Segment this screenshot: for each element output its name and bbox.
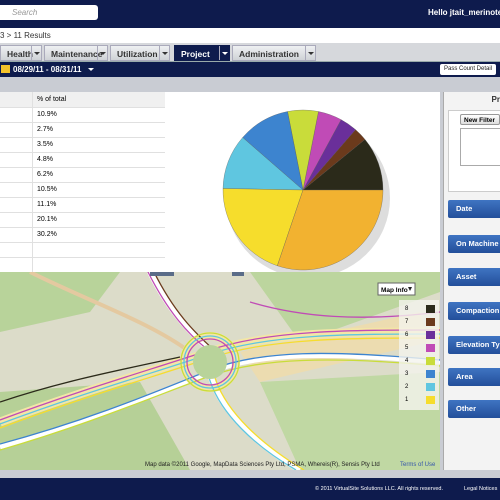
map-handle[interactable] [232, 272, 244, 276]
legend-label: 5 [405, 345, 409, 351]
new-filter-button[interactable]: New Filter [460, 114, 500, 125]
tab[interactable]: Project [174, 45, 230, 61]
pct-cell [32, 257, 37, 272]
legal-link[interactable]: Legal Notices [464, 486, 498, 492]
table-row: 10.9% [0, 107, 165, 123]
table-row: 11.1% [0, 197, 165, 213]
map-terms[interactable]: Terms of Use [400, 462, 436, 468]
data-table: % of total 10.9% 2.7% 3.5% 4.8% 6.2% 10.5% 11.1… [0, 92, 166, 273]
table-row: 6.2% [0, 167, 165, 183]
filter-section[interactable]: Area [448, 368, 500, 386]
tab[interactable]: Health [0, 45, 42, 61]
legend-label: 8 [405, 306, 409, 312]
pass-count-button[interactable]: Pass Count Detail [440, 64, 496, 75]
map: Map Info 8 7 6 5 4 3 2 1 Map data ©2011 Google,… [0, 272, 440, 470]
filter-section[interactable]: Asset [448, 268, 500, 286]
search-box[interactable]: Search [0, 5, 98, 20]
map-handle[interactable] [150, 272, 174, 276]
legend-label: 6 [405, 332, 409, 338]
pie-wedges [222, 109, 384, 271]
park [260, 372, 440, 470]
greeting: Hello jtait_merinote [428, 8, 500, 17]
table-row [0, 257, 165, 273]
table-row: 4.8% [0, 152, 165, 168]
calendar-icon[interactable] [1, 65, 10, 73]
date-range[interactable]: 08/29/11 - 08/31/11 [13, 65, 82, 74]
legend-swatch [426, 370, 435, 378]
filter-section[interactable]: Compaction [448, 302, 500, 320]
legend-swatch [426, 396, 435, 404]
tab-dropdown[interactable] [219, 46, 229, 60]
map-legend: 8 7 6 5 4 3 2 1 [399, 300, 439, 410]
map-credit: Map data ©2011 Google, MapData Sciences … [145, 461, 380, 468]
panel-title: Pr [491, 95, 500, 104]
legend-swatch [426, 344, 435, 352]
map-info-button[interactable] [377, 282, 416, 296]
pie-chart [165, 92, 440, 272]
pie-wedge [222, 188, 304, 266]
table-row [0, 242, 165, 258]
legend-swatch [426, 318, 435, 326]
tab-dropdown[interactable] [159, 46, 169, 60]
legend-swatch [426, 331, 435, 339]
map-info-caret [408, 287, 412, 291]
top-bar: Search Hello jtait_merinote [0, 0, 500, 28]
tab[interactable]: Maintenance [44, 45, 108, 61]
map-info-label[interactable]: Map Info [381, 287, 408, 294]
legend-swatch [426, 383, 435, 391]
pct-cell: 10.5% [32, 182, 57, 197]
road [29, 272, 192, 354]
tab[interactable]: Administration [232, 45, 316, 61]
tab-bar: Health Maintenance Utilization Project Admin… [0, 43, 500, 62]
tab[interactable]: Utilization [110, 45, 170, 61]
park [0, 272, 120, 332]
pct-cell: 3.5% [32, 137, 53, 152]
table-row: 30.2% [0, 227, 165, 243]
table-header: % of total [0, 92, 165, 108]
pct-cell: 6.2% [32, 167, 53, 182]
roundabout-center [193, 345, 227, 379]
filter-section[interactable]: Date [448, 200, 500, 218]
date-dropdown[interactable] [88, 68, 94, 71]
pie-wedge [277, 189, 384, 271]
date-bar: 08/29/11 - 08/31/11 [0, 62, 500, 77]
copyright: © 2011 VirtualSite Solutions LLC. All ri… [315, 486, 443, 492]
footer: © 2011 VirtualSite Solutions LLC. All ri… [0, 478, 500, 500]
road [147, 272, 213, 353]
table-row: 2.7% [0, 122, 165, 138]
breadcrumb: 3 > 11 Results [0, 28, 500, 43]
legend-bg [399, 300, 439, 410]
legend-label: 1 [405, 397, 409, 403]
pct-cell: 2.7% [32, 122, 53, 137]
column-header: % of total [32, 92, 66, 107]
legend-label: 2 [405, 384, 409, 390]
legend-label: 3 [405, 371, 409, 377]
pct-cell: 20.1% [32, 212, 57, 227]
filter-section[interactable]: Elevation Ty [448, 336, 500, 354]
filter-section[interactable]: Other [448, 400, 500, 418]
tab-dropdown[interactable] [97, 46, 107, 60]
pct-cell: 10.9% [32, 107, 57, 122]
legend-swatch [426, 357, 435, 365]
pct-cell: 11.1% [32, 197, 56, 212]
filter-text[interactable] [460, 128, 500, 166]
legend-label: 4 [405, 358, 409, 364]
filter-section[interactable]: On Machine [448, 235, 500, 253]
legend-swatch [426, 305, 435, 313]
pct-cell: 4.8% [32, 152, 53, 167]
pct-cell [32, 242, 37, 257]
legend-label: 7 [405, 319, 409, 325]
tab-dropdown[interactable] [31, 46, 41, 60]
pct-cell: 30.2% [32, 227, 57, 242]
tab-dropdown[interactable] [305, 46, 315, 60]
table-row: 10.5% [0, 182, 165, 198]
table-row: 20.1% [0, 212, 165, 228]
table-row: 3.5% [0, 137, 165, 153]
